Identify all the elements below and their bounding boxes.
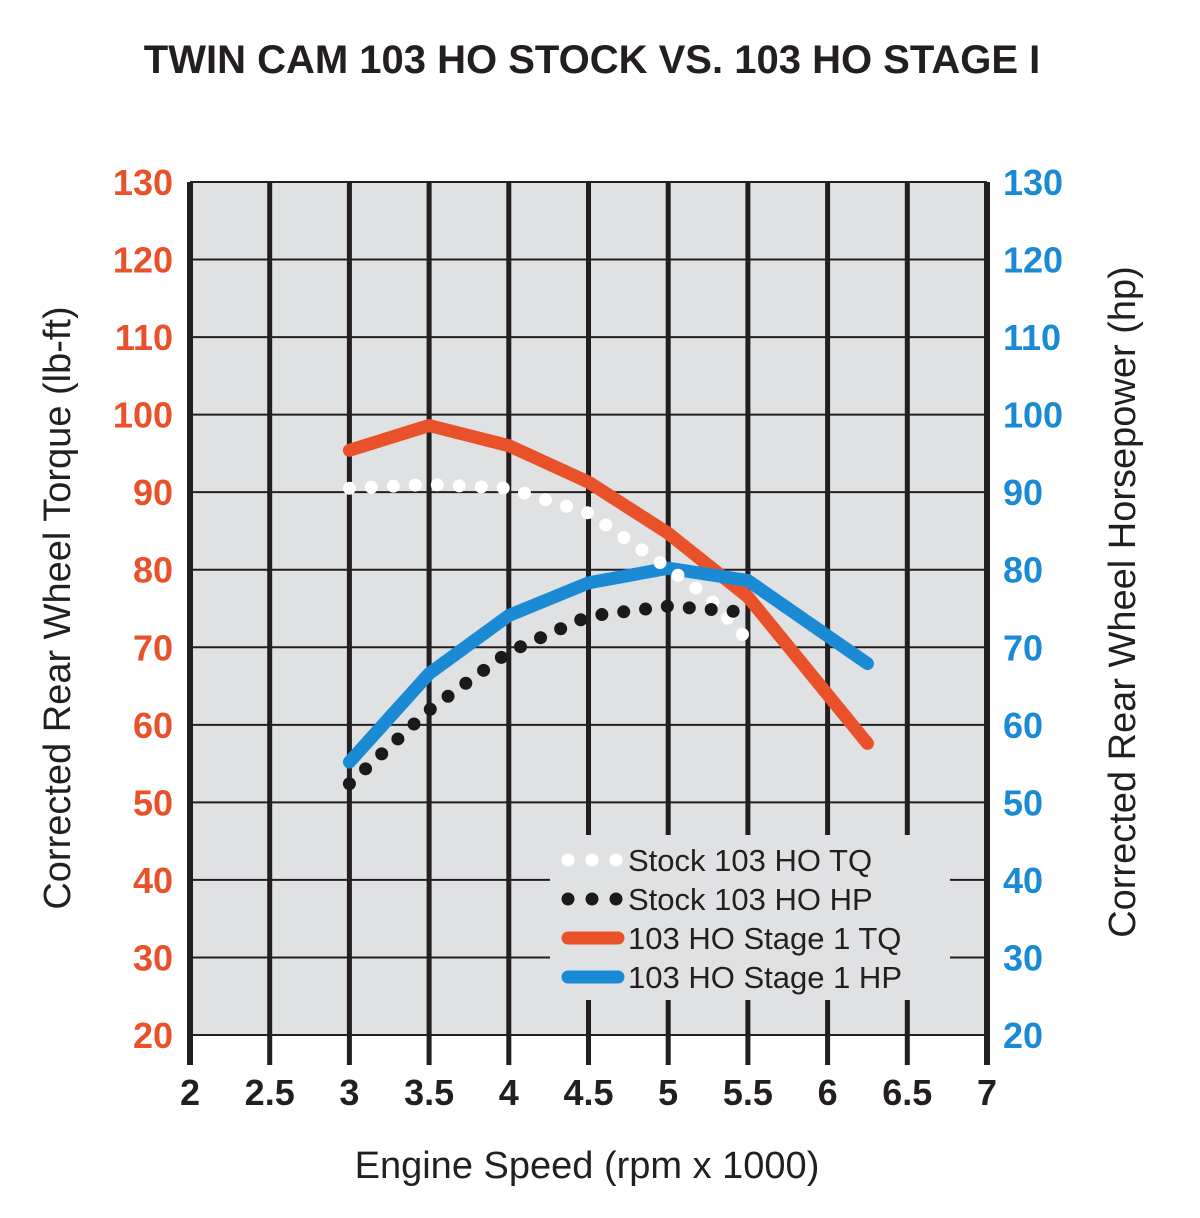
y-right-tick-label: 110: [1003, 317, 1061, 358]
x-tick-label: 6: [818, 1072, 838, 1113]
x-tick-label: 3.5: [404, 1072, 454, 1113]
series-line-stock-103-ho-hp: [342, 599, 755, 791]
x-tick-label: 5: [658, 1072, 678, 1113]
y-axis-right-label: Corrected Rear Wheel Horsepower (hp): [1102, 266, 1144, 938]
y-left-tick-label: 80: [133, 550, 173, 591]
y-right-tick-label: 70: [1003, 627, 1043, 668]
y-left-tick-label: 50: [133, 782, 173, 823]
y-right-tick-label: 60: [1003, 705, 1043, 746]
legend: Stock 103 HO TQ Stock 103 HO HP 103 HO Sta…: [550, 835, 950, 1000]
y-right-tick-label: 120: [1003, 240, 1063, 281]
y-right-tick-label: 50: [1003, 782, 1043, 823]
y-left-tick-label: 90: [133, 472, 173, 513]
series-line-103-ho-stage-1-tq: [342, 418, 874, 750]
y-right-tick-label: 100: [1003, 395, 1063, 436]
y-left-tick-label: 120: [113, 240, 173, 281]
chart-title: TWIN CAM 103 HO STOCK VS. 103 HO STAGE I: [144, 38, 1040, 82]
x-tick-label: 5.5: [723, 1072, 773, 1113]
y-left-tick-label: 60: [133, 705, 173, 746]
y-left-tick-label: 40: [133, 860, 173, 901]
x-tick-label: 2: [180, 1072, 200, 1113]
x-axis-label: Engine Speed (rpm x 1000): [355, 1145, 820, 1187]
legend-label: Stock 103 HO HP: [628, 882, 873, 917]
legend-label: 103 HO Stage 1 TQ: [628, 921, 901, 956]
y-right-tick-label: 30: [1003, 937, 1043, 978]
series-line-103-ho-stage-1-hp: [342, 561, 874, 769]
x-tick-label: 3: [339, 1072, 359, 1113]
y-left-tick-label: 30: [133, 937, 173, 978]
y-axis-left-label: Corrected Rear Wheel Torque (lb-ft): [37, 306, 79, 909]
y-left-tick-label: 110: [115, 317, 173, 358]
x-tick-label: 4.5: [563, 1072, 613, 1113]
y-right-tick-label: 130: [1003, 162, 1063, 203]
y-left-tick-label: 70: [133, 627, 173, 668]
legend-label: 103 HO Stage 1 HP: [628, 960, 902, 995]
series-line-stock-103-ho-tq: [342, 477, 755, 647]
y-left-tick-label: 20: [133, 1015, 173, 1056]
y-left-tick-label: 130: [113, 162, 173, 203]
legend-label: Stock 103 HO TQ: [628, 843, 872, 878]
x-tick-label: 2.5: [245, 1072, 295, 1113]
y-right-tick-label: 40: [1003, 860, 1043, 901]
x-tick-label: 7: [977, 1072, 997, 1113]
y-right-tick-label: 90: [1003, 472, 1043, 513]
y-left-tick-label: 100: [113, 395, 173, 436]
x-tick-label: 4: [499, 1072, 519, 1113]
y-right-tick-label: 80: [1003, 550, 1043, 591]
y-right-tick-label: 20: [1003, 1015, 1043, 1056]
x-tick-label: 6.5: [882, 1072, 932, 1113]
